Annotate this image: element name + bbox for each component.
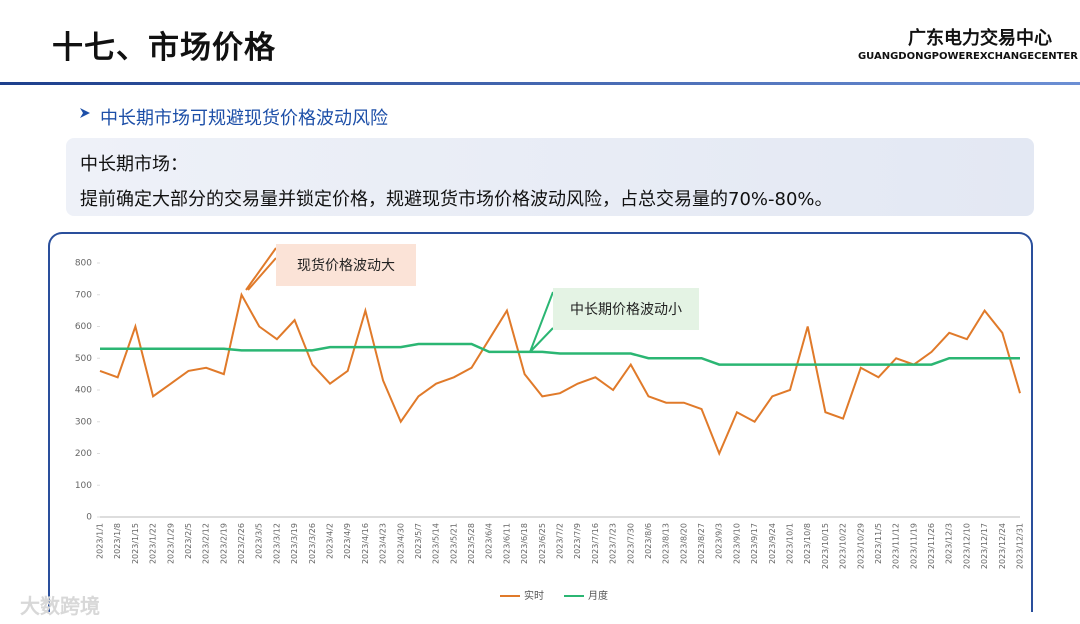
annotation: 现货价格波动大	[297, 257, 395, 274]
x-tick-label: 2023/11/12	[892, 523, 901, 569]
annotation: 中长期价格波动小	[570, 302, 682, 318]
x-tick-label: 2023/2/26	[237, 523, 246, 564]
y-tick-label: 200	[75, 449, 92, 459]
x-tick-label: 2023/12/24	[998, 523, 1007, 569]
legend-label: 实时	[524, 589, 544, 602]
x-tick-label: 2023/2/12	[202, 523, 211, 564]
watermark: 大数跨境	[20, 594, 100, 618]
y-tick-label: 600	[75, 322, 92, 332]
x-tick-label: 2023/11/26	[927, 523, 936, 569]
x-tick-label: 2023/4/23	[379, 523, 388, 564]
x-tick-label: 2023/1/1	[96, 523, 105, 559]
y-tick-label: 700	[75, 290, 92, 300]
x-tick-label: 2023/2/5	[184, 523, 193, 559]
legend-label: 月度	[588, 589, 608, 602]
x-tick-label: 2023/11/19	[909, 523, 918, 569]
callout-heading: 中长期市场：	[80, 154, 188, 175]
x-tick-label: 2023/6/4	[485, 523, 494, 559]
org-name: 广东电力交易中心	[908, 28, 1052, 49]
annotation-leader	[529, 291, 554, 353]
x-tick-label: 2023/9/3	[715, 523, 724, 559]
x-tick-label: 2023/5/14	[432, 523, 441, 564]
x-tick-label: 2023/3/19	[290, 523, 299, 564]
y-tick-label: 500	[75, 354, 92, 364]
x-tick-label: 2023/10/29	[856, 523, 865, 569]
x-tick-label: 2023/7/2	[556, 523, 565, 559]
x-tick-label: 2023/12/17	[980, 523, 989, 569]
org-name-en: GUANGDONGPOWEREXCHANGECENTER	[857, 51, 1078, 62]
section-title: 中长期市场可规避现货价格波动风险	[100, 108, 388, 129]
chart-panel	[48, 232, 1033, 612]
callout-box	[66, 138, 1034, 216]
x-tick-label: 2023/4/30	[396, 523, 405, 564]
callout-text: 提前确定大部分的交易量并锁定价格，规避现货市场价格波动风险，占总交易量的70%-…	[80, 189, 833, 210]
series-line	[99, 291, 1021, 457]
y-tick-label: 400	[75, 386, 92, 396]
x-tick-label: 2023/10/1	[786, 523, 795, 564]
header-rule	[0, 82, 1080, 85]
x-tick-label: 2023/1/22	[149, 523, 158, 564]
x-tick-label: 2023/12/10	[962, 523, 971, 569]
x-tick-label: 2023/8/20	[679, 523, 688, 564]
y-tick-label: 0	[86, 513, 92, 523]
x-tick-label: 2023/10/8	[803, 523, 812, 564]
x-tick-label: 2023/4/9	[343, 523, 352, 559]
x-tick-label: 2023/6/18	[520, 523, 529, 564]
annotation-box	[276, 244, 416, 286]
bullet-arrow	[80, 108, 90, 118]
y-tick-label: 100	[75, 481, 92, 491]
y-tick-label: 300	[75, 417, 92, 427]
x-tick-label: 2023/6/25	[538, 523, 547, 564]
x-tick-label: 2023/5/7	[414, 523, 423, 559]
slide-title: 十七、市场价格	[52, 30, 276, 66]
x-tick-label: 2023/7/23	[609, 523, 618, 564]
x-tick-label: 2023/1/15	[131, 523, 140, 564]
x-tick-label: 2023/4/2	[326, 523, 335, 559]
x-tick-label: 2023/3/26	[308, 523, 317, 564]
x-tick-label: 2023/9/24	[768, 523, 777, 564]
x-tick-label: 2023/8/6	[644, 523, 653, 559]
x-tick-label: 2023/10/15	[821, 523, 830, 569]
x-tick-label: 2023/10/22	[839, 523, 848, 569]
y-tick-label: 800	[75, 259, 92, 269]
x-tick-label: 2023/5/28	[467, 523, 476, 564]
series-line	[100, 342, 1020, 366]
x-tick-label: 2023/1/29	[166, 523, 175, 564]
plot: 0 100 200 300 400 500 600 700 800 2023/1/1 2023/1/…	[75, 259, 1025, 603]
x-tick-label: 2023/4/16	[361, 523, 370, 564]
x-tick-label: 2023/2/19	[219, 523, 228, 564]
annotation-box	[553, 288, 699, 330]
x-tick-label: 2023/7/16	[591, 523, 600, 564]
x-tick-label: 2023/8/13	[662, 523, 671, 564]
x-tick-label: 2023/1/8	[113, 523, 122, 559]
x-tick-label: 2023/7/30	[626, 523, 635, 564]
x-tick-label: 2023/12/3	[945, 523, 954, 564]
x-tick-label: 2023/5/21	[449, 523, 458, 564]
x-tick-label: 2023/9/17	[750, 523, 759, 564]
x-tick-label: 2023/12/31	[1016, 523, 1025, 569]
x-tick-label: 2023/7/9	[573, 523, 582, 559]
x-tick-label: 2023/3/5	[255, 523, 264, 559]
annotation-leader	[245, 247, 277, 291]
x-tick-label: 2023/11/5	[874, 523, 883, 564]
x-tick-label: 2023/9/10	[732, 523, 741, 564]
x-tick-label: 2023/6/11	[502, 523, 511, 564]
x-tick-label: 2023/8/27	[697, 523, 706, 564]
x-tick-label: 2023/3/12	[272, 523, 281, 564]
